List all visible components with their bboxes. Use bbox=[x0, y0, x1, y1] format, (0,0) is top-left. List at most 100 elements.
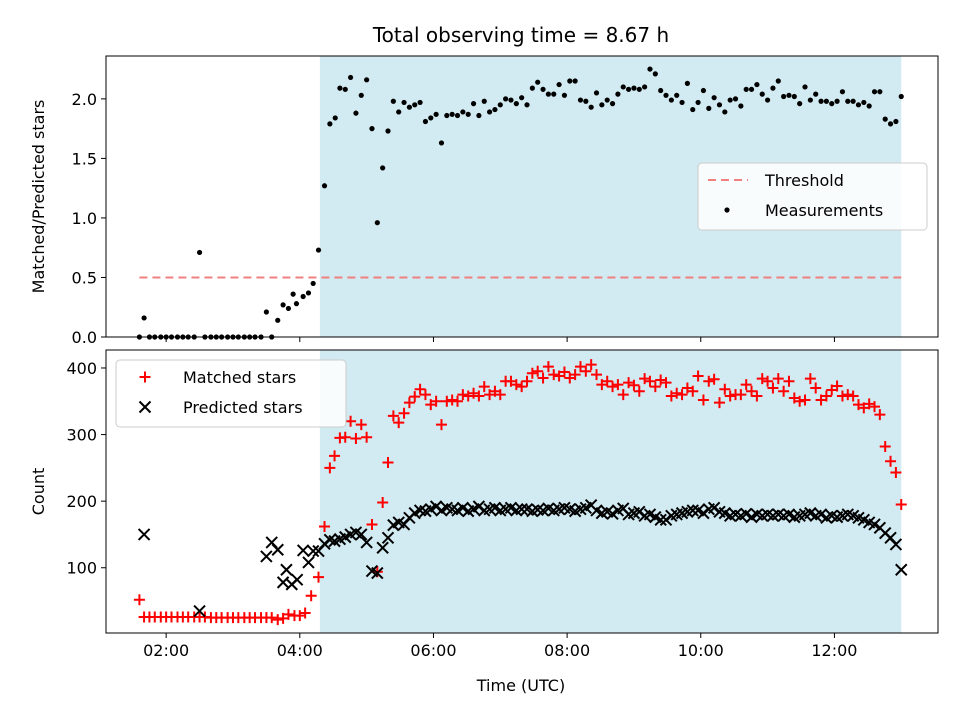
data-point bbox=[588, 104, 594, 110]
data-point bbox=[879, 441, 891, 453]
data-point bbox=[280, 563, 293, 576]
data-point bbox=[874, 409, 886, 421]
data-point bbox=[767, 382, 779, 394]
data-point bbox=[137, 528, 151, 541]
data-point bbox=[398, 407, 410, 419]
data-point bbox=[516, 381, 528, 393]
data-point bbox=[810, 382, 822, 394]
series-matched-stars bbox=[133, 359, 907, 626]
data-point bbox=[315, 247, 322, 253]
data-point bbox=[310, 280, 316, 287]
data-point bbox=[293, 301, 300, 307]
y-tick-label: 1.0 bbox=[72, 209, 97, 228]
data-point bbox=[332, 115, 338, 121]
data-point bbox=[306, 544, 320, 558]
data-point bbox=[738, 103, 744, 109]
data-point bbox=[644, 375, 656, 387]
y-tick-label: 2.0 bbox=[72, 90, 97, 109]
data-point bbox=[642, 84, 648, 90]
data-point bbox=[735, 389, 747, 401]
data-point bbox=[724, 390, 736, 402]
data-point bbox=[275, 317, 281, 323]
data-point bbox=[260, 550, 273, 563]
data-point bbox=[358, 92, 364, 98]
data-point bbox=[572, 78, 578, 84]
legend: Matched stars Predicted stars bbox=[115, 359, 347, 428]
series-predicted-stars bbox=[137, 498, 908, 618]
data-point bbox=[676, 389, 688, 401]
data-point bbox=[524, 102, 530, 108]
data-point bbox=[371, 566, 384, 580]
data-point bbox=[540, 86, 546, 92]
figure-title: Total observing time = 8.67 h bbox=[372, 23, 669, 47]
data-point bbox=[452, 395, 464, 407]
data-point bbox=[654, 513, 667, 527]
data-point bbox=[706, 105, 712, 111]
legend-marker bbox=[724, 207, 730, 213]
data-point bbox=[799, 394, 811, 406]
data-point bbox=[791, 93, 797, 100]
data-point bbox=[556, 81, 562, 88]
data-point bbox=[272, 614, 284, 626]
data-point bbox=[628, 379, 640, 391]
data-point bbox=[583, 98, 589, 104]
data-point bbox=[486, 109, 493, 115]
y-tick-label: 400 bbox=[66, 359, 97, 378]
legend-label: Matched stars bbox=[183, 368, 296, 387]
data-point bbox=[649, 381, 661, 393]
data-point bbox=[521, 375, 533, 387]
data-point bbox=[639, 373, 651, 385]
data-point bbox=[781, 93, 787, 100]
data-point bbox=[282, 608, 294, 620]
data-point bbox=[855, 102, 862, 108]
data-point bbox=[545, 91, 551, 97]
data-point bbox=[444, 112, 450, 119]
data-point bbox=[263, 309, 269, 315]
data-point bbox=[700, 87, 707, 94]
data-point bbox=[762, 375, 774, 387]
data-point bbox=[355, 419, 367, 431]
data-point bbox=[732, 96, 739, 102]
x-axis-label: Time (UTC) bbox=[476, 676, 565, 695]
data-point bbox=[280, 302, 286, 308]
data-point bbox=[353, 110, 359, 116]
data-point bbox=[470, 101, 477, 107]
data-point bbox=[636, 86, 642, 92]
data-point bbox=[380, 165, 386, 171]
data-point bbox=[713, 397, 725, 409]
data-point bbox=[414, 383, 426, 395]
data-point bbox=[772, 373, 784, 385]
data-point bbox=[770, 85, 776, 91]
data-point bbox=[861, 99, 867, 106]
legend-label: Predicted stars bbox=[183, 398, 303, 417]
legend-label: Measurements bbox=[765, 201, 883, 220]
data-point bbox=[419, 389, 431, 401]
data-point bbox=[615, 91, 621, 97]
data-point bbox=[743, 86, 749, 92]
data-point bbox=[355, 528, 368, 541]
data-point bbox=[660, 377, 672, 389]
observing-window-shade bbox=[319, 350, 902, 633]
data-point bbox=[869, 401, 881, 413]
data-point bbox=[850, 98, 856, 104]
data-point bbox=[842, 389, 854, 401]
data-point bbox=[671, 387, 683, 399]
data-point bbox=[393, 417, 405, 429]
legend-marker bbox=[139, 371, 151, 383]
data-point bbox=[478, 381, 490, 393]
data-point bbox=[515, 502, 528, 516]
data-point bbox=[345, 415, 357, 427]
data-point bbox=[526, 367, 538, 379]
data-point bbox=[300, 293, 306, 300]
data-point bbox=[609, 101, 616, 107]
data-point bbox=[494, 389, 506, 401]
data-point bbox=[885, 455, 897, 467]
legend-label: Threshold bbox=[764, 171, 844, 190]
legend-box bbox=[115, 359, 347, 428]
data-point bbox=[374, 220, 380, 226]
data-point bbox=[655, 374, 667, 386]
y-tick-label: 1.5 bbox=[72, 149, 97, 168]
data-point bbox=[607, 381, 619, 393]
data-point bbox=[503, 96, 509, 102]
